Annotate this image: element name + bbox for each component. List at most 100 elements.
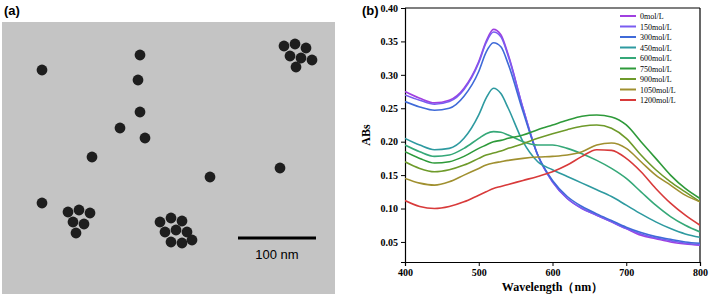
particle: [290, 39, 301, 50]
tick-mark: [401, 242, 405, 243]
tick: 0.30: [381, 70, 406, 81]
series-line: [405, 150, 700, 226]
tick: 400: [398, 262, 413, 278]
micrograph-background: [2, 22, 335, 294]
particle: [133, 75, 144, 86]
legend-swatch: [620, 78, 636, 80]
legend-label: 0mol/L: [640, 12, 664, 21]
scale-bar: [238, 237, 316, 240]
scale-bar-label: 100 nm: [255, 247, 298, 262]
tick: 0.35: [381, 36, 406, 47]
legend-swatch: [620, 36, 636, 38]
particle: [115, 123, 126, 134]
legend-swatch: [620, 47, 636, 49]
particle: [135, 50, 146, 61]
tick: 0.10: [381, 203, 406, 214]
tick-mark: [401, 108, 405, 109]
particle: [37, 65, 48, 76]
particle: [155, 217, 166, 228]
tick-label: 0.05: [381, 237, 399, 248]
tick: 500: [472, 262, 487, 278]
particle: [166, 213, 177, 224]
tick: 0.25: [381, 103, 406, 114]
figure: 100 nm(a)(b)4005006007008000.050.100.150…: [0, 0, 709, 296]
series-line: [405, 32, 700, 245]
tick-mark: [401, 209, 405, 210]
particle: [171, 225, 182, 236]
tick-mark: [700, 262, 701, 266]
axis-line: [401, 9, 406, 263]
tick-label: 0.25: [381, 103, 399, 114]
particle: [279, 41, 290, 52]
x-axis-title: Wavelength（nm）: [502, 280, 603, 294]
tick-label: 0.30: [381, 70, 399, 81]
axis-line: [406, 263, 701, 267]
frame: [699, 8, 700, 262]
particle: [285, 51, 296, 62]
legend-swatch: [620, 99, 636, 101]
particle: [74, 205, 85, 216]
tick-label: 600: [546, 267, 561, 278]
legend-swatch: [620, 57, 636, 59]
particle: [177, 216, 188, 227]
series-line: [405, 88, 700, 237]
tick-label: 800: [693, 267, 708, 278]
particle: [63, 207, 74, 218]
particle: [291, 62, 302, 73]
legend: 0mol/L 150mol/L300mol/L 450mol/L600mol/L 75…: [620, 12, 676, 105]
series-line: [405, 125, 700, 202]
tick: 800: [693, 262, 708, 278]
legend-swatch: [620, 26, 636, 28]
tick-label: 500: [472, 267, 487, 278]
legend-label: 1050mol/L: [640, 86, 676, 95]
tick: 0.40: [381, 3, 406, 14]
particle: [166, 237, 177, 248]
legend-swatch: [620, 68, 636, 70]
particle: [37, 198, 48, 209]
particle: [68, 217, 79, 228]
plot-area: [405, 29, 700, 245]
legend-swatch: [620, 15, 636, 17]
legend-label: 450mol/L: [640, 44, 672, 53]
tick-label: 0.35: [381, 36, 399, 47]
tick: 0.20: [381, 136, 406, 147]
series-line: [405, 43, 700, 244]
tick-label: 0.10: [381, 203, 399, 214]
tick: 700: [619, 262, 634, 278]
particle: [177, 238, 188, 249]
tick-label: 400: [398, 267, 413, 278]
particle: [187, 235, 198, 246]
chart-title: (b): [362, 3, 379, 18]
particle: [307, 55, 318, 66]
tick-label: 0.20: [381, 136, 399, 147]
legend-label: 150mol/L: [640, 23, 672, 32]
particle: [275, 163, 286, 174]
particle: [71, 228, 82, 239]
particle: [85, 208, 96, 219]
micrograph-panel: 100 nm: [2, 22, 335, 294]
tick: 600: [546, 262, 561, 278]
legend-label: 300mol/L: [640, 33, 672, 42]
series-line: [405, 132, 700, 232]
tick-label: 0.15: [381, 170, 399, 181]
legend-swatch: [620, 89, 636, 91]
tick-mark: [553, 262, 554, 266]
legend-label: 900mol/L: [640, 75, 672, 84]
legend-label: 600mol/L: [640, 54, 672, 63]
tick-mark: [401, 175, 405, 176]
tick: 0.15: [381, 170, 406, 181]
x-axis: 400 500 600 700 800: [398, 262, 708, 278]
tick-mark: [401, 142, 405, 143]
tick-label: 0.40: [381, 3, 399, 14]
particle: [301, 43, 312, 54]
particle: [205, 172, 216, 183]
legend-label: 750mol/L: [640, 65, 672, 74]
tick-label: 700: [619, 267, 634, 278]
tick-mark: [401, 8, 405, 9]
tick-mark: [626, 262, 627, 266]
legend-label: 1200mol/L: [640, 96, 676, 105]
tick: 0.05: [381, 237, 406, 248]
particle: [135, 107, 146, 118]
particle: [160, 227, 171, 238]
y-axis-title: ABs: [359, 124, 373, 146]
